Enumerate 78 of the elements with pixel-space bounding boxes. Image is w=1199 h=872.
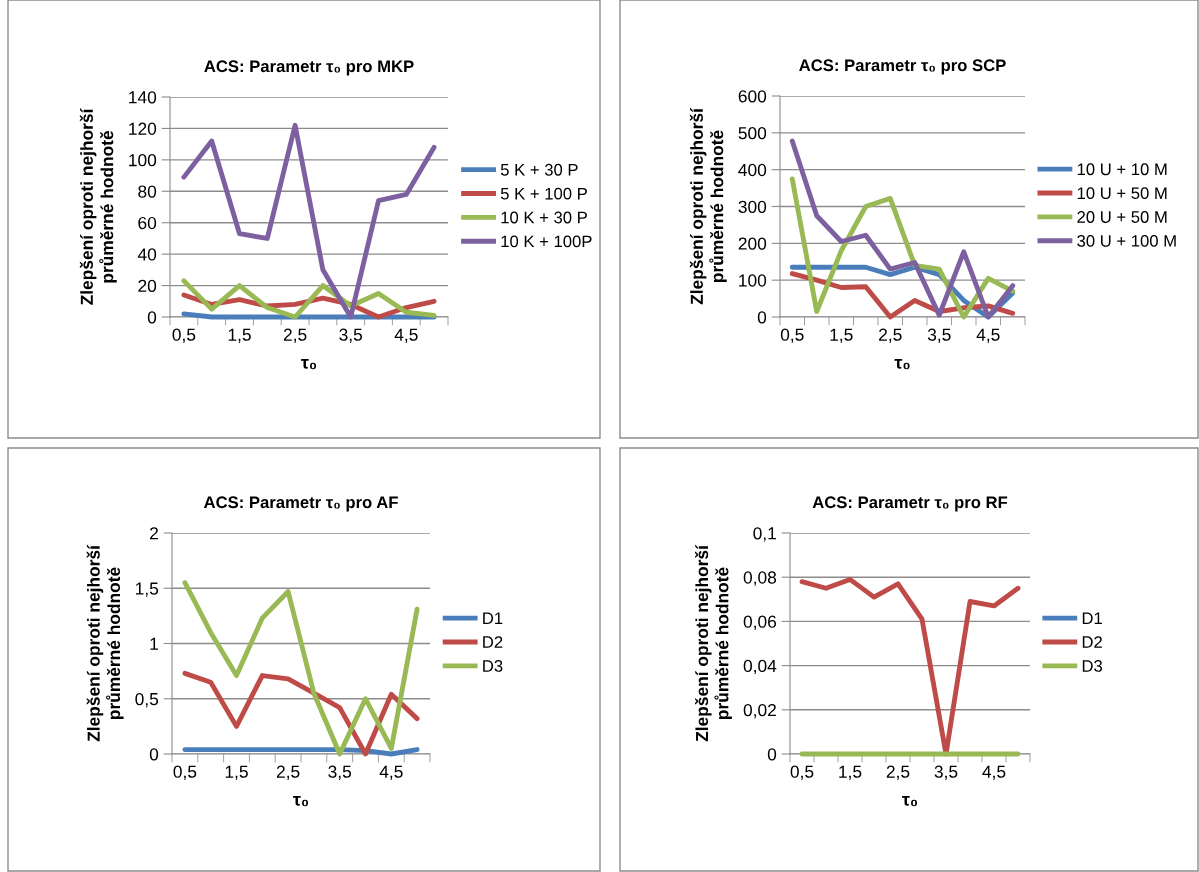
y-tick-label: 0 xyxy=(149,748,159,761)
y-axis-title: Zlepšení oproti nejhorší průměrné hodnotě xyxy=(689,107,727,305)
y-tick-label: 300 xyxy=(738,200,767,213)
x-tick-label: 2,5 xyxy=(879,328,902,343)
legend-label: D3 xyxy=(1082,660,1103,672)
y-tick-label: 200 xyxy=(738,237,767,250)
y-tick-label: 100 xyxy=(129,154,157,167)
x-tick-label: 0,5 xyxy=(780,328,804,343)
x-tick-label: 4,5 xyxy=(379,765,403,780)
y-tick-label: 40 xyxy=(137,248,157,261)
legend-label: D2 xyxy=(483,636,503,648)
y-tick-label: 500 xyxy=(738,127,767,140)
x-axis-title: τ₀ xyxy=(301,358,317,370)
y-tick-label: 0,5 xyxy=(135,692,159,708)
x-tick-label: 3,5 xyxy=(934,765,958,780)
x-tick-label: 1,5 xyxy=(839,765,862,780)
x-tick-label: 1,5 xyxy=(225,765,248,780)
y-tick-label: 1 xyxy=(150,637,158,650)
chart-title: ACS: Parametr τ₀ pro AF xyxy=(203,496,398,512)
legend-label: 20 U + 50 M xyxy=(1077,211,1167,223)
y-tick-label: 100 xyxy=(739,274,767,287)
y-tick-label: 0 xyxy=(147,311,157,324)
legend-label: D3 xyxy=(483,660,503,672)
legend-label: D2 xyxy=(1082,636,1102,648)
x-axis-title: τ₀ xyxy=(894,358,910,370)
legend-label: D1 xyxy=(1082,612,1102,624)
x-tick-label: 2,5 xyxy=(276,765,300,780)
y-axis-title: Zlepšení oproti nejhorší průměrné hodnotě xyxy=(86,544,124,742)
x-tick-label: 3,5 xyxy=(927,328,951,343)
y-tick-label: 60 xyxy=(138,216,157,230)
y-axis-title: Zlepšení oproti nejhorší průměrné hodnotě xyxy=(79,108,117,305)
x-tick-label: 0,5 xyxy=(172,328,196,343)
line-series xyxy=(182,670,420,757)
legend-label: 5 K + 30 P xyxy=(500,163,578,176)
line-series xyxy=(181,278,437,320)
x-tick-label: 0,5 xyxy=(790,765,814,780)
x-tick-label: 3,5 xyxy=(328,765,352,780)
y-tick-label: 80 xyxy=(138,185,157,198)
y-tick-label: 0,06 xyxy=(743,615,777,630)
legend-label: 30 U + 100 M xyxy=(1077,234,1176,247)
chart-title: ACS: Parametr τ₀ pro SCP xyxy=(799,59,1006,75)
y-tick-label: 0 xyxy=(757,311,767,324)
legend-label: 10 U + 50 M xyxy=(1077,187,1167,200)
x-axis-title: τ₀ xyxy=(902,795,918,807)
line-series xyxy=(182,580,420,757)
y-tick-label: 120 xyxy=(129,122,157,135)
y-tick-label: 0,02 xyxy=(743,703,776,719)
y-tick-label: 140 xyxy=(129,91,157,104)
y-tick-label: 0,1 xyxy=(753,527,776,542)
legend-label: 10 K + 30 P xyxy=(501,211,587,224)
line-series xyxy=(181,122,437,320)
legend-label: 10 U + 10 M xyxy=(1077,163,1167,176)
y-tick-label: 600 xyxy=(738,90,767,103)
y-tick-label: 1,5 xyxy=(136,582,159,597)
x-tick-label: 1,5 xyxy=(830,328,853,343)
x-tick-label: 4,5 xyxy=(982,765,1006,780)
y-tick-label: 0,08 xyxy=(743,571,777,586)
x-tick-label: 4,5 xyxy=(976,328,1000,343)
y-tick-label: 0,04 xyxy=(743,659,777,675)
x-tick-label: 1,5 xyxy=(228,328,251,343)
chart-title: ACS: Parametr τ₀ pro MKP xyxy=(204,60,414,76)
y-axis-title: Zlepšení oproti nejhorší průměrné hodnotě xyxy=(695,544,732,742)
x-tick-label: 0,5 xyxy=(173,765,197,780)
legend-label: D1 xyxy=(483,612,503,624)
y-tick-label: 20 xyxy=(138,279,157,293)
x-axis-title: τ₀ xyxy=(293,795,309,807)
chart-title: ACS: Parametr τ₀ pro RF xyxy=(812,496,1008,512)
x-tick-label: 3,5 xyxy=(339,328,363,343)
x-tick-label: 2,5 xyxy=(283,328,307,343)
legend-label: 10 K + 100P xyxy=(501,235,592,248)
legend-label: 5 K + 100 P xyxy=(500,187,587,200)
y-tick-label: 2 xyxy=(150,527,158,540)
y-tick-label: 400 xyxy=(738,163,767,177)
y-tick-label: 0 xyxy=(767,748,777,761)
x-tick-label: 4,5 xyxy=(394,328,418,343)
line-series xyxy=(789,176,1016,320)
x-tick-label: 2,5 xyxy=(886,765,910,780)
line-series xyxy=(789,138,1016,320)
